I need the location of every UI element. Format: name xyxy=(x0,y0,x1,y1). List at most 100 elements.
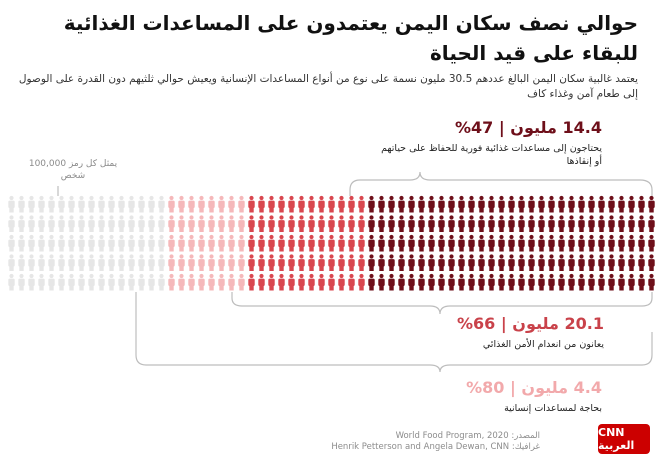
person-icon xyxy=(108,254,115,271)
person-icon xyxy=(498,195,505,213)
person-icon xyxy=(408,273,415,291)
person-icon xyxy=(398,195,405,213)
person-icon xyxy=(568,254,575,271)
person-icon xyxy=(138,234,145,252)
person-icon xyxy=(458,254,465,271)
person-icon xyxy=(28,215,35,232)
person-icon xyxy=(488,234,495,252)
person-icon xyxy=(68,254,75,271)
person-icon xyxy=(578,273,585,291)
person-icon xyxy=(18,234,25,252)
source-line: المصدر: World Food Program, 2020 xyxy=(395,431,540,441)
person-icon xyxy=(188,273,195,291)
person-icon xyxy=(458,234,465,252)
person-icon xyxy=(158,215,165,232)
person-icon xyxy=(108,195,115,213)
person-icon xyxy=(208,195,215,213)
person-icon xyxy=(368,195,375,213)
person-icon xyxy=(378,254,385,271)
person-icon xyxy=(38,234,45,252)
person-icon xyxy=(348,195,355,213)
person-icon xyxy=(218,215,225,232)
person-icon xyxy=(288,254,295,271)
person-icon xyxy=(308,254,315,271)
person-icon xyxy=(208,273,215,291)
person-icon xyxy=(258,195,265,213)
person-icon xyxy=(328,254,335,271)
person-icon xyxy=(238,234,245,252)
person-icon xyxy=(68,215,75,232)
person-icon xyxy=(448,215,455,232)
person-icon xyxy=(58,273,65,291)
person-icon xyxy=(478,234,485,252)
person-icon xyxy=(388,254,395,271)
person-icon xyxy=(598,254,605,271)
person-icon xyxy=(28,234,35,252)
person-icon xyxy=(408,254,415,271)
person-icon xyxy=(498,273,505,291)
person-icon xyxy=(618,273,625,291)
person-icon xyxy=(78,215,85,232)
person-icon xyxy=(18,195,25,213)
person-icon xyxy=(348,234,355,252)
person-icon xyxy=(48,273,55,291)
person-icon xyxy=(128,254,135,271)
person-icon xyxy=(238,195,245,213)
person-icon xyxy=(558,273,565,291)
person-icon xyxy=(8,215,15,232)
person-icon xyxy=(378,215,385,232)
person-icon xyxy=(578,254,585,271)
person-icon xyxy=(488,254,495,271)
person-icon xyxy=(468,273,475,291)
person-icon xyxy=(468,234,475,252)
person-icon xyxy=(208,215,215,232)
person-icon xyxy=(378,234,385,252)
person-icon xyxy=(98,215,105,232)
graphic-credit-line: غرافيك: Henrik Petterson and Angela Dewa… xyxy=(331,442,540,452)
bracket-food-insecurity xyxy=(231,292,653,315)
person-icon xyxy=(638,273,645,291)
person-icon xyxy=(158,254,165,271)
person-icon xyxy=(258,273,265,291)
person-icon xyxy=(338,215,345,232)
person-icon xyxy=(388,215,395,232)
person-icon xyxy=(128,215,135,232)
person-icon xyxy=(398,254,405,271)
person-icon xyxy=(148,215,155,232)
person-icon xyxy=(428,215,435,232)
person-icon xyxy=(328,215,335,232)
person-icon xyxy=(188,215,195,232)
person-icon xyxy=(288,273,295,291)
person-icon xyxy=(308,234,315,252)
person-icon xyxy=(438,234,445,252)
person-icon xyxy=(278,195,285,213)
person-icon xyxy=(508,195,515,213)
person-icon xyxy=(568,234,575,252)
brackets xyxy=(57,171,653,373)
person-icon xyxy=(138,195,145,213)
person-icon xyxy=(318,254,325,271)
person-icon xyxy=(78,195,85,213)
person-icon xyxy=(348,254,355,271)
person-icon xyxy=(518,273,525,291)
person-icon xyxy=(188,254,195,271)
person-icon xyxy=(278,234,285,252)
person-icon xyxy=(648,234,655,252)
person-icon xyxy=(608,234,615,252)
person-icon xyxy=(58,215,65,232)
people-icons xyxy=(8,195,655,291)
person-icon xyxy=(438,215,445,232)
person-icon xyxy=(258,234,265,252)
person-icon xyxy=(228,254,235,271)
person-icon xyxy=(248,195,255,213)
person-icon xyxy=(118,254,125,271)
person-icon xyxy=(338,234,345,252)
person-icon xyxy=(578,215,585,232)
person-icon xyxy=(398,234,405,252)
person-icon xyxy=(448,273,455,291)
person-icon xyxy=(8,254,15,271)
person-icon xyxy=(608,195,615,213)
person-icon xyxy=(48,195,55,213)
person-icon xyxy=(68,195,75,213)
person-icon xyxy=(368,215,375,232)
